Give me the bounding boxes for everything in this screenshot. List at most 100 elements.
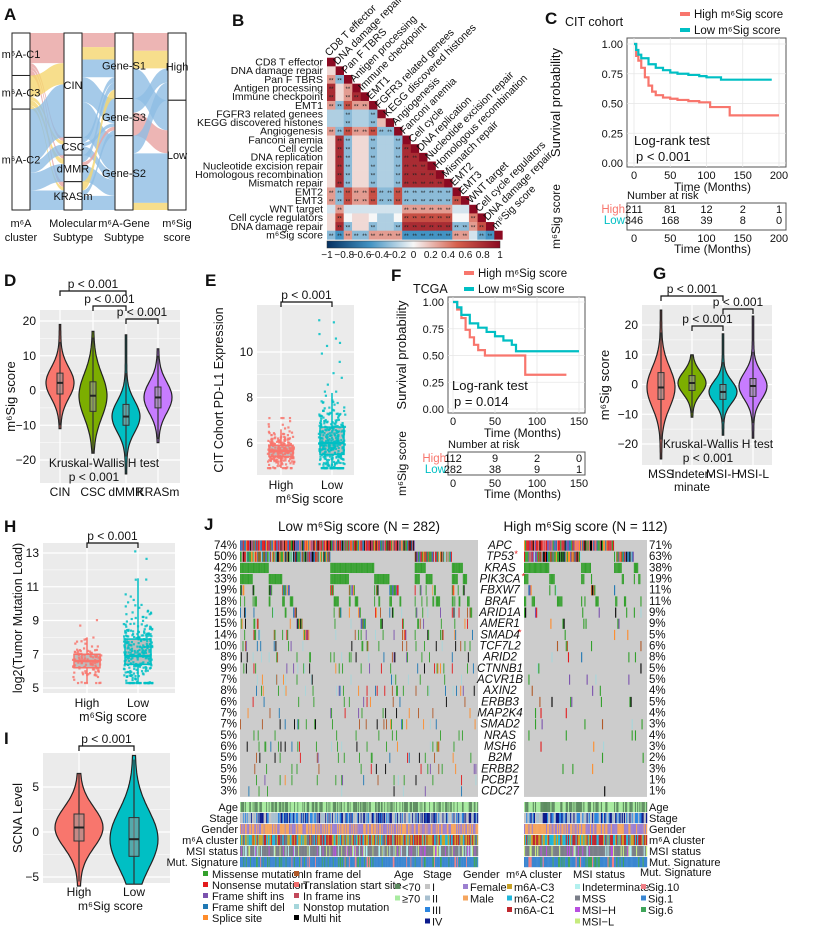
clinical-track-cell xyxy=(380,813,382,824)
clinical-track-cell xyxy=(252,802,254,813)
mutation-cell xyxy=(246,562,248,574)
data-point xyxy=(288,459,291,463)
clinical-track-cell xyxy=(370,857,372,868)
mutation-cell xyxy=(573,540,575,551)
mutation-cell xyxy=(418,551,420,562)
mutation-cell xyxy=(551,696,553,708)
clinical-track-cell xyxy=(294,857,296,868)
clinical-track-cell xyxy=(352,813,354,824)
clinical-track-cell xyxy=(307,835,309,846)
clinical-track-cell xyxy=(261,824,263,835)
clinical-track-cell xyxy=(259,857,261,868)
data-point xyxy=(97,670,100,673)
clinical-track-cell xyxy=(368,835,370,846)
clinical-track-cell xyxy=(400,813,402,824)
clinical-track-cell xyxy=(330,813,332,824)
clinical-track-cell xyxy=(402,857,404,868)
mutation-cell xyxy=(367,641,369,652)
clinical-track-cell xyxy=(251,846,253,857)
data-point xyxy=(94,670,97,674)
clinical-track-cell xyxy=(272,802,274,813)
mutation-cell xyxy=(339,685,341,696)
clinical-track-cell xyxy=(416,857,418,868)
mutation-cell xyxy=(256,551,257,562)
data-point xyxy=(95,661,99,664)
clinical-track-cell xyxy=(448,813,450,824)
mutation-cell xyxy=(262,562,264,574)
clinical-track-cell xyxy=(362,835,364,846)
mutation-cell xyxy=(370,562,372,574)
clinical-track-cell xyxy=(362,846,364,857)
clinical-track-cell xyxy=(316,835,318,846)
clinical-track-cell xyxy=(249,813,251,824)
clinical-track-cell xyxy=(387,857,389,868)
mutation-cell xyxy=(391,540,393,551)
data-point xyxy=(136,671,139,674)
clinical-track-cell xyxy=(450,802,453,813)
clinical-track-cell xyxy=(293,846,295,857)
clinical-track-cell xyxy=(430,835,432,846)
data-point xyxy=(334,337,338,340)
x-tick-label: 150 xyxy=(570,478,588,490)
mutation-cell xyxy=(337,562,339,574)
data-point xyxy=(290,446,293,449)
data-point xyxy=(292,448,295,451)
clinical-track-cell xyxy=(366,813,368,824)
data-point xyxy=(150,664,153,667)
data-point xyxy=(141,655,144,658)
mutation-cell xyxy=(268,540,270,551)
data-point xyxy=(325,437,329,440)
mutation-cell xyxy=(464,696,466,708)
mutation-cell xyxy=(378,540,380,551)
clinical-track-cell xyxy=(422,835,424,846)
clinical-track-cell xyxy=(472,857,474,868)
clinical-track-cell xyxy=(377,813,379,824)
data-point xyxy=(124,629,127,633)
clinical-track-cell xyxy=(314,824,316,835)
clinical-track-cell xyxy=(359,846,361,857)
clinical-track-cell xyxy=(439,835,441,846)
mutation-cell xyxy=(247,574,249,585)
clinical-track-cell xyxy=(366,846,368,857)
clinical-track-cell xyxy=(598,802,600,813)
clinical-track-cell xyxy=(333,835,335,846)
heatmap-cell xyxy=(360,170,370,180)
clinical-track-cell xyxy=(381,846,383,857)
clinical-track-cell xyxy=(401,824,403,835)
data-point xyxy=(123,646,126,649)
x-tick-label: 100 xyxy=(528,478,546,490)
clinical-track-cell xyxy=(376,813,378,824)
data-point xyxy=(274,459,278,462)
clinical-track-cell xyxy=(439,802,441,813)
mutation-cell xyxy=(243,562,245,574)
mutation-cell xyxy=(425,585,427,596)
mutation-cell xyxy=(392,540,394,551)
category-label: High xyxy=(67,885,92,899)
clinical-track-cell xyxy=(389,802,391,813)
clinical-track-cell xyxy=(475,846,477,857)
data-point xyxy=(142,638,146,641)
x-tick-label: 50 xyxy=(664,170,676,182)
mutation-cell xyxy=(553,574,555,585)
clinical-track-cell xyxy=(378,835,380,846)
data-point xyxy=(85,637,88,641)
clinical-track-cell xyxy=(348,802,350,813)
data-point xyxy=(328,438,331,441)
clinical-track-cell xyxy=(338,813,340,824)
clinical-track-cell xyxy=(280,857,282,868)
mutation-cell xyxy=(306,540,308,551)
clinical-track-cell xyxy=(435,835,437,846)
clinical-track-cell xyxy=(243,813,245,824)
clinical-track-cell xyxy=(295,802,297,813)
clinical-track-cell xyxy=(353,857,355,868)
data-point xyxy=(292,446,295,449)
mutation-cell xyxy=(441,629,443,641)
clinical-track-cell xyxy=(445,802,447,813)
data-point xyxy=(94,649,97,652)
mutation-cell xyxy=(413,540,415,551)
mutation-cell xyxy=(390,596,392,607)
clinical-track-cell xyxy=(440,824,442,835)
mutation-cell xyxy=(282,540,284,551)
mutation-cell xyxy=(337,540,338,551)
clinical-track-label: Mut. Signature xyxy=(166,857,238,869)
